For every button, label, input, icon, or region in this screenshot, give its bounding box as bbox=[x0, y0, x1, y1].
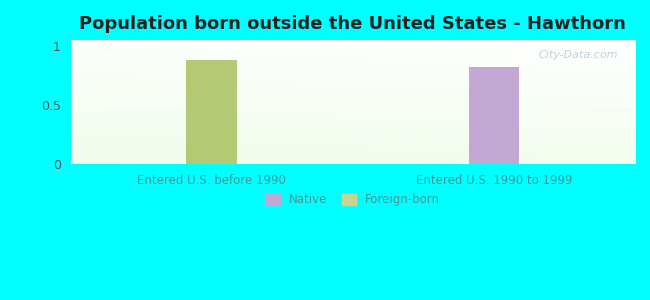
Bar bbox=[187, 60, 237, 164]
Text: City-Data.com: City-Data.com bbox=[539, 50, 618, 60]
Title: Population born outside the United States - Hawthorn: Population born outside the United State… bbox=[79, 15, 627, 33]
Bar bbox=[469, 67, 519, 164]
Legend: Native, Foreign-born: Native, Foreign-born bbox=[262, 190, 444, 210]
